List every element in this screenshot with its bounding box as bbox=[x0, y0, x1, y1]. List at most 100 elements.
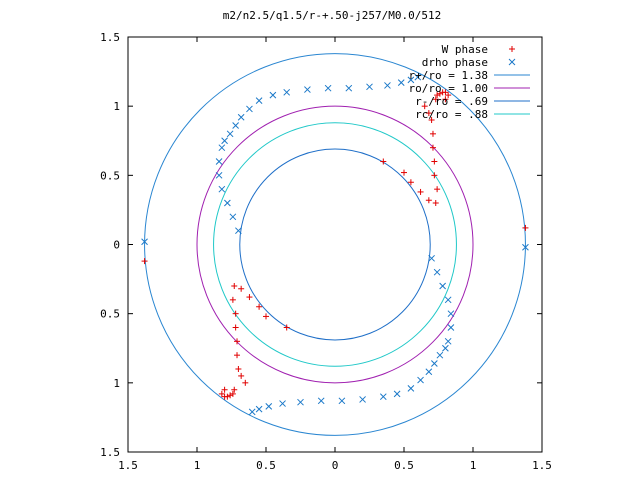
data-point bbox=[393, 390, 401, 398]
data-point bbox=[221, 386, 228, 393]
data-point bbox=[522, 243, 529, 251]
data-point bbox=[401, 169, 407, 176]
data-point bbox=[414, 73, 422, 81]
data-point bbox=[433, 268, 441, 276]
data-point bbox=[379, 393, 387, 401]
data-point bbox=[359, 396, 366, 403]
data-point bbox=[232, 310, 239, 317]
x-tick-label: 1 bbox=[470, 459, 477, 472]
data-point bbox=[218, 185, 226, 193]
data-point bbox=[421, 103, 428, 110]
data-point bbox=[380, 158, 387, 165]
legend-label: drho phase bbox=[422, 56, 488, 69]
x-tick-label: 1 bbox=[194, 459, 201, 472]
chart-title: m2/n2.5/q1.5/r-+.50-j257/M0.0/512 bbox=[223, 9, 442, 22]
data-point bbox=[231, 283, 238, 289]
data-point bbox=[417, 376, 424, 384]
circle-0 bbox=[144, 53, 526, 436]
x-axis: 1.5 1 0.5 0 0.5 1 1.5 bbox=[118, 37, 552, 472]
y-tick-label: 1 bbox=[113, 100, 120, 113]
data-point bbox=[407, 76, 415, 84]
data-series bbox=[141, 73, 529, 416]
data-point bbox=[221, 137, 228, 145]
data-point bbox=[417, 188, 424, 195]
data-point bbox=[384, 82, 391, 89]
data-point bbox=[436, 351, 444, 359]
data-point bbox=[297, 398, 304, 406]
x-tick-label: 1.5 bbox=[118, 459, 138, 472]
y-axis: 1.5 1 0.5 0 0.5 1 1.5 bbox=[100, 31, 542, 459]
data-point bbox=[238, 372, 245, 379]
data-point bbox=[434, 186, 441, 193]
data-point bbox=[425, 110, 432, 117]
legend-label: ro/ro = 1.00 bbox=[409, 82, 488, 95]
data-point bbox=[238, 285, 245, 292]
data-point bbox=[229, 213, 237, 221]
data-point bbox=[522, 224, 529, 231]
data-point bbox=[263, 313, 269, 320]
data-point bbox=[234, 352, 241, 359]
x-tick-label: 0 bbox=[332, 459, 339, 472]
data-point bbox=[256, 303, 263, 310]
data-point bbox=[345, 84, 353, 92]
data-point bbox=[434, 92, 441, 99]
data-point bbox=[224, 199, 231, 207]
data-point bbox=[229, 390, 236, 397]
data-point bbox=[407, 179, 414, 186]
data-point bbox=[255, 97, 263, 104]
reference-circles bbox=[144, 53, 526, 436]
data-point bbox=[237, 113, 245, 121]
data-point bbox=[279, 400, 286, 407]
x-tick-label: 0.5 bbox=[394, 459, 414, 472]
y-tick-label: 0.5 bbox=[100, 169, 120, 182]
data-point bbox=[447, 324, 455, 331]
data-point bbox=[407, 385, 415, 392]
legend-marker bbox=[509, 46, 515, 52]
data-point bbox=[338, 397, 346, 405]
y-tick-label: 1 bbox=[113, 377, 120, 390]
data-point bbox=[447, 310, 455, 318]
data-point bbox=[235, 227, 242, 235]
data-point bbox=[442, 89, 449, 96]
data-point bbox=[269, 91, 277, 99]
data-point bbox=[229, 296, 236, 303]
data-point bbox=[444, 337, 452, 345]
legend-label: W phase bbox=[442, 43, 488, 56]
circle-1 bbox=[196, 105, 474, 384]
data-point bbox=[444, 296, 452, 304]
data-point bbox=[431, 172, 438, 179]
legend-label: rc/ro = .88 bbox=[415, 108, 488, 121]
data-point bbox=[141, 258, 148, 265]
y-tick-label: 1.5 bbox=[100, 31, 120, 44]
data-point bbox=[246, 294, 253, 301]
data-point bbox=[234, 338, 241, 345]
data-point bbox=[324, 84, 332, 92]
y-tick-label: 1.5 bbox=[100, 446, 120, 459]
data-point bbox=[226, 130, 234, 138]
series-1 bbox=[141, 73, 529, 416]
data-point bbox=[246, 105, 253, 113]
data-point bbox=[227, 392, 234, 399]
data-point bbox=[283, 88, 291, 96]
data-point bbox=[255, 405, 263, 413]
circle-2 bbox=[239, 148, 431, 341]
data-point bbox=[429, 144, 436, 151]
data-point bbox=[221, 393, 228, 400]
data-point bbox=[218, 390, 225, 397]
data-point bbox=[215, 171, 223, 179]
x-tick-label: 1.5 bbox=[532, 459, 552, 472]
data-point bbox=[431, 158, 438, 165]
data-point bbox=[425, 368, 433, 376]
data-point bbox=[442, 96, 449, 103]
data-point bbox=[265, 402, 273, 410]
data-point bbox=[429, 130, 436, 137]
data-point bbox=[432, 96, 439, 103]
data-point bbox=[425, 197, 432, 204]
data-point bbox=[317, 397, 325, 405]
legend-label: r+/ro = 1.38 bbox=[409, 69, 488, 82]
data-point bbox=[283, 324, 290, 331]
data-point bbox=[231, 386, 238, 393]
y-tick-label: 0 bbox=[113, 239, 120, 252]
